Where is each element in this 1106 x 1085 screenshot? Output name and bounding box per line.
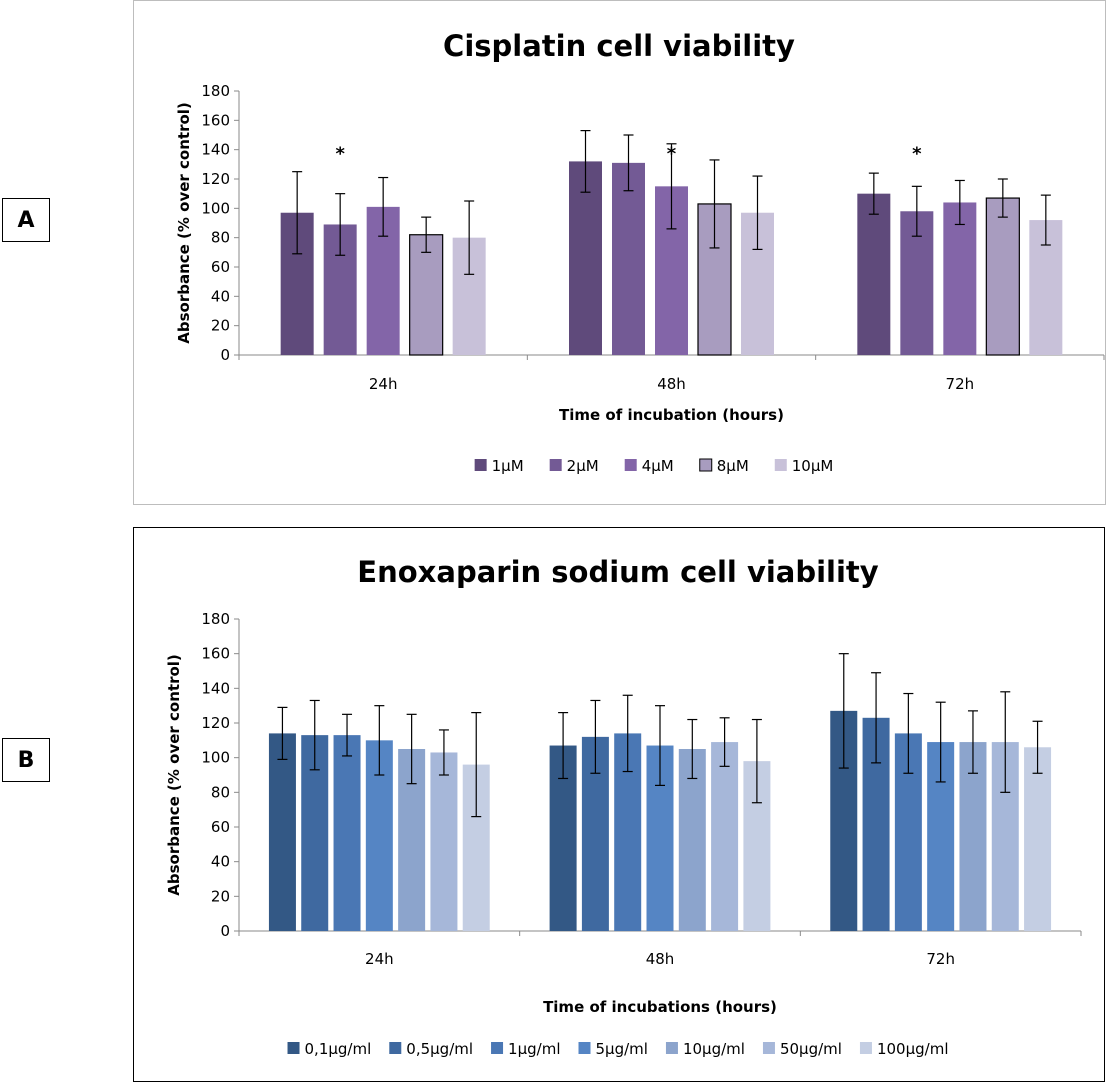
x-tick-label: 72h — [946, 375, 975, 393]
legend-label: 8µM — [717, 457, 749, 475]
legend-swatch — [287, 1042, 300, 1054]
chart-title: Cisplatin cell viability — [443, 29, 795, 63]
legend-label: 0,5µg/ml — [406, 1040, 473, 1058]
legend-swatch — [762, 1042, 775, 1054]
y-tick-label: 0 — [220, 346, 230, 364]
x-tick-label: 48h — [657, 375, 686, 393]
legend-swatch — [624, 459, 637, 471]
significance-marker: * — [335, 144, 345, 165]
bar — [612, 162, 645, 355]
legend-label: 10µM — [792, 457, 834, 475]
bar — [569, 161, 602, 355]
cisplatin-chart: Cisplatin cell viability 0 20 40 60 80 100 120 1… — [133, 0, 1106, 505]
y-tick-label: 40 — [211, 287, 230, 305]
legend-swatch — [774, 459, 787, 471]
bar — [1024, 747, 1052, 931]
legend-label: 50µg/ml — [780, 1040, 842, 1058]
legend-label: 10µg/ml — [683, 1040, 745, 1058]
y-tick-label: 0 — [220, 922, 230, 940]
y-tick-label: 100 — [201, 749, 230, 767]
y-tick-label: 120 — [201, 714, 230, 732]
significance-marker: * — [912, 144, 922, 165]
y-tick-label: 120 — [201, 170, 230, 188]
x-axis-title: Time of incubation (hours) — [559, 406, 784, 424]
bar — [333, 735, 361, 931]
legend-label: 1µM — [492, 457, 524, 475]
bar — [711, 742, 739, 931]
x-tick-label: 24h — [369, 375, 398, 393]
legend-label: 4µM — [642, 457, 674, 475]
enoxaparin-chart: Enoxaparin sodium cell viability 0 20 40 60 8… — [133, 527, 1105, 1082]
y-axis-title: Absorbance (% over control) — [165, 654, 183, 896]
x-tick-label: 48h — [646, 950, 675, 968]
enoxaparin-chart-svg: Enoxaparin sodium cell viability 0 20 40 60 8… — [165, 555, 1082, 1058]
legend-label: 100µg/ml — [877, 1040, 949, 1058]
x-tick-label: 72h — [926, 950, 955, 968]
y-tick-label: 140 — [201, 679, 230, 697]
legend: 1µM 2µM 4µM 8µM 10µM — [474, 457, 834, 475]
cisplatin-chart-svg: Cisplatin cell viability 0 20 40 60 80 100 120 1… — [175, 29, 1105, 475]
legend-label: 1µg/ml — [508, 1040, 560, 1058]
y-tick-label: 160 — [201, 645, 230, 663]
bar — [857, 193, 891, 355]
y-axis-title: Absorbance (% over control) — [175, 102, 193, 344]
legend-swatch — [389, 1042, 402, 1054]
y-tick-label: 20 — [211, 887, 230, 905]
y-tick-label: 40 — [211, 853, 230, 871]
y-tick-label: 160 — [201, 111, 230, 129]
legend-swatch — [859, 1042, 872, 1054]
legend-swatch — [665, 1042, 678, 1054]
y-tick-label: 100 — [201, 199, 230, 217]
legend: 0,1µg/ml 0,5µg/ml 1µg/ml 5µg/ml 10µg/ml 50µg/… — [287, 1040, 949, 1058]
y-tick-label: 80 — [211, 229, 230, 247]
bar — [430, 752, 458, 931]
y-tick-label: 80 — [211, 783, 230, 801]
panel-label-a: A — [2, 198, 50, 242]
x-axis-title: Time of incubations (hours) — [543, 998, 777, 1016]
y-tick-label: 20 — [211, 317, 230, 335]
bar — [678, 749, 706, 931]
y-tick-label: 60 — [211, 258, 230, 276]
legend-swatch — [578, 1042, 591, 1054]
x-tick-label: 24h — [365, 950, 394, 968]
legend-label: 0,1µg/ml — [305, 1040, 372, 1058]
legend-swatch — [474, 459, 487, 471]
y-tick-label: 180 — [201, 610, 230, 628]
y-tick-label: 60 — [211, 818, 230, 836]
chart-title: Enoxaparin sodium cell viability — [357, 555, 879, 589]
bar — [943, 202, 977, 355]
legend-label: 2µM — [567, 457, 599, 475]
legend-swatch — [699, 458, 713, 472]
legend-swatch — [549, 459, 562, 471]
y-tick-label: 140 — [201, 141, 230, 159]
bar — [985, 197, 1020, 356]
legend-label: 5µg/ml — [596, 1040, 648, 1058]
bar — [268, 733, 296, 931]
y-tick-label: 180 — [201, 82, 230, 100]
significance-marker: * — [667, 144, 677, 165]
panel-label-b: B — [2, 738, 50, 782]
legend-swatch — [491, 1042, 504, 1054]
